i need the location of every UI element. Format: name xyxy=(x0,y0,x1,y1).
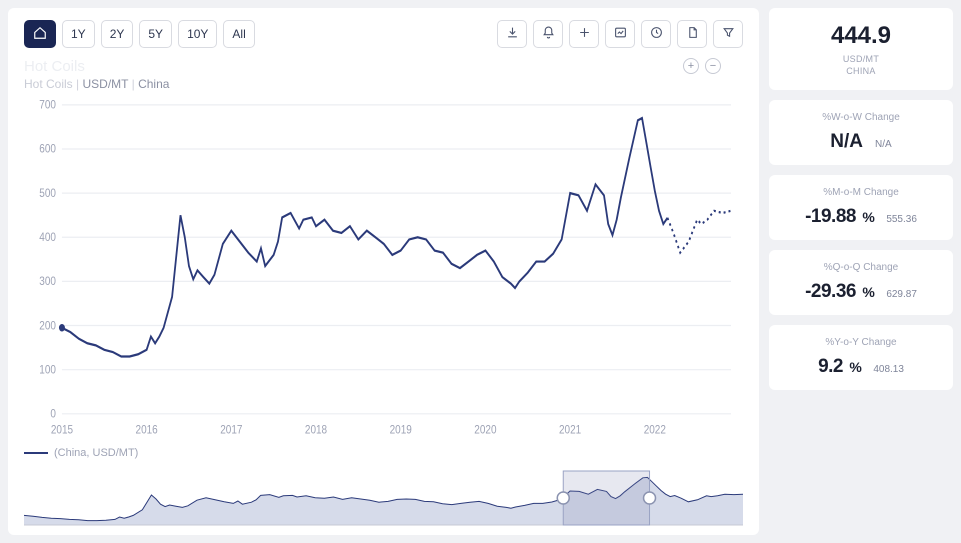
summary-region: CHINA xyxy=(779,66,943,76)
filter-button[interactable] xyxy=(713,20,743,48)
change-card-1: %M-o-M Change -19.88 % 555.36 xyxy=(769,175,953,240)
doc-button[interactable] xyxy=(677,20,707,48)
svg-text:2018: 2018 xyxy=(305,424,327,437)
side-panel: 444.9 USD/MT CHINA %W-o-W Change N/A N/A %M… xyxy=(769,8,953,535)
plus-button[interactable] xyxy=(569,20,599,48)
change-ref: 408.13 xyxy=(873,364,904,375)
chart-type-icon xyxy=(614,26,627,42)
home-icon xyxy=(33,26,47,43)
chart-type-button[interactable] xyxy=(605,20,635,48)
summary-value: 444.9 xyxy=(779,22,943,50)
main-panel: 1Y2Y5Y10YAll Hot Coils Hot Coils | USD/M… xyxy=(8,8,759,535)
range-all[interactable]: All xyxy=(223,20,254,48)
home-button[interactable] xyxy=(24,20,56,48)
svg-text:0: 0 xyxy=(50,408,56,421)
change-card-2: %Q-o-Q Change -29.36 % 629.87 xyxy=(769,250,953,315)
summary-unit: USD/MT xyxy=(779,54,943,64)
toolbar: 1Y2Y5Y10YAll xyxy=(24,20,743,48)
subtitle-region: China xyxy=(138,77,169,91)
subtitle-unit: USD/MT xyxy=(82,77,128,91)
expand-icon[interactable]: + xyxy=(683,58,699,74)
chart-subtitle: Hot Coils | USD/MT | China xyxy=(24,77,743,91)
svg-text:2017: 2017 xyxy=(220,424,242,437)
chart-mini-controls: + − xyxy=(683,58,743,74)
brush-chart[interactable] xyxy=(24,469,743,527)
chart-title: Hot Coils xyxy=(24,58,743,75)
clock-icon xyxy=(650,26,663,42)
change-pct: 9.2 % xyxy=(818,356,861,378)
bell-button[interactable] xyxy=(533,20,563,48)
legend-swatch xyxy=(24,452,48,454)
filter-icon xyxy=(722,26,735,42)
svg-text:2021: 2021 xyxy=(559,424,581,437)
change-ref: N/A xyxy=(875,139,892,150)
title-block: Hot Coils Hot Coils | USD/MT | China + − xyxy=(24,58,743,91)
svg-text:2015: 2015 xyxy=(51,424,73,437)
change-card-0: %W-o-W Change N/A N/A xyxy=(769,100,953,165)
doc-icon xyxy=(686,26,699,42)
svg-text:2016: 2016 xyxy=(136,424,158,437)
svg-text:400: 400 xyxy=(39,231,56,244)
svg-text:100: 100 xyxy=(39,363,56,376)
range-1y[interactable]: 1Y xyxy=(62,20,95,48)
download-button[interactable] xyxy=(497,20,527,48)
svg-text:700: 700 xyxy=(39,99,56,112)
legend-label: (China, USD/MT) xyxy=(54,447,138,459)
change-label: %Y-o-Y Change xyxy=(779,337,943,348)
toolbar-right xyxy=(497,20,743,48)
range-10y[interactable]: 10Y xyxy=(178,20,217,48)
change-card-3: %Y-o-Y Change 9.2 % 408.13 xyxy=(769,325,953,390)
svg-text:300: 300 xyxy=(39,275,56,288)
collapse-icon[interactable]: − xyxy=(705,58,721,74)
change-label: %Q-o-Q Change xyxy=(779,262,943,273)
change-pct: -29.36 % xyxy=(805,281,874,303)
svg-text:2022: 2022 xyxy=(644,424,666,437)
range-5y[interactable]: 5Y xyxy=(139,20,172,48)
summary-card: 444.9 USD/MT CHINA xyxy=(769,8,953,90)
svg-text:500: 500 xyxy=(39,187,56,200)
legend: (China, USD/MT) xyxy=(24,447,743,459)
download-icon xyxy=(506,26,519,42)
line-chart: 0 100 200 300 400 500 600 700 2015 2016 2017 2018 20… xyxy=(24,95,743,441)
svg-text:200: 200 xyxy=(39,319,56,332)
subtitle-name: Hot Coils xyxy=(24,77,73,91)
menu-icon[interactable] xyxy=(727,58,743,74)
change-ref: 629.87 xyxy=(886,289,917,300)
toolbar-left: 1Y2Y5Y10YAll xyxy=(24,20,255,48)
change-pct: N/A xyxy=(830,131,863,153)
change-ref: 555.36 xyxy=(886,214,917,225)
bell-icon xyxy=(542,26,555,42)
change-label: %M-o-M Change xyxy=(779,187,943,198)
clock-button[interactable] xyxy=(641,20,671,48)
change-pct: -19.88 % xyxy=(805,206,874,228)
svg-text:2020: 2020 xyxy=(474,424,496,437)
svg-text:2019: 2019 xyxy=(390,424,412,437)
plus-icon xyxy=(578,26,591,42)
change-label: %W-o-W Change xyxy=(779,112,943,123)
range-2y[interactable]: 2Y xyxy=(101,20,134,48)
svg-text:600: 600 xyxy=(39,143,56,156)
chart-area: 0 100 200 300 400 500 600 700 2015 2016 2017 2018 20… xyxy=(24,95,743,441)
brush-area[interactable] xyxy=(24,469,743,527)
